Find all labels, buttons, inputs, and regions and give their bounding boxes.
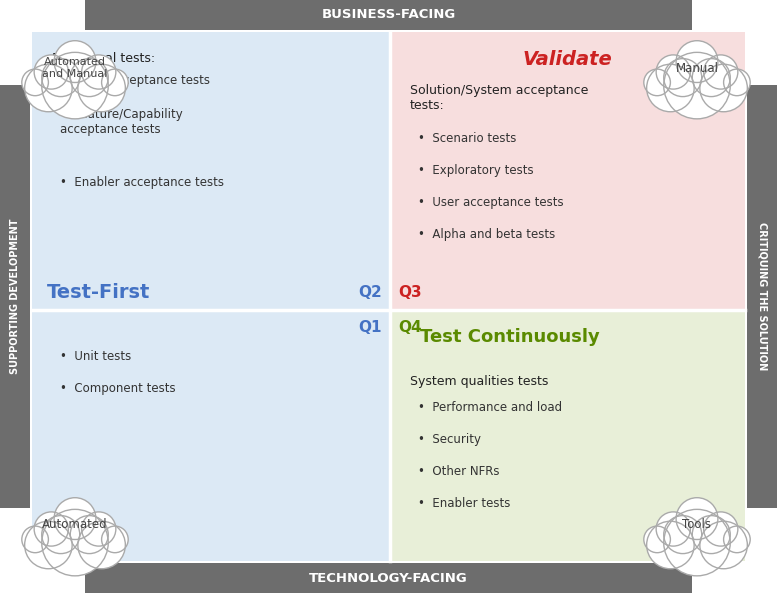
- Circle shape: [723, 69, 751, 95]
- Text: SUPPORTING DEVELOPMENT: SUPPORTING DEVELOPMENT: [10, 219, 20, 374]
- Bar: [85, 0, 692, 30]
- Text: Q3: Q3: [398, 285, 422, 300]
- Text: •  Alpha and beta tests: • Alpha and beta tests: [418, 228, 556, 241]
- Circle shape: [82, 55, 116, 89]
- Circle shape: [676, 41, 718, 82]
- Text: Automated
and Manual: Automated and Manual: [42, 57, 108, 79]
- Circle shape: [78, 64, 125, 111]
- Circle shape: [646, 64, 694, 111]
- Bar: [390, 310, 745, 561]
- Circle shape: [644, 526, 671, 553]
- Circle shape: [664, 509, 730, 576]
- Text: Automated: Automated: [42, 518, 108, 531]
- Text: Functional tests:: Functional tests:: [52, 52, 155, 65]
- Circle shape: [656, 512, 690, 546]
- Text: Solution/System acceptance
tests:: Solution/System acceptance tests:: [410, 84, 588, 112]
- Text: •  Scenario tests: • Scenario tests: [418, 132, 517, 145]
- Circle shape: [664, 59, 702, 97]
- Text: CRITIQUING THE SOLUTION: CRITIQUING THE SOLUTION: [757, 222, 767, 371]
- Circle shape: [42, 59, 80, 97]
- Circle shape: [70, 59, 108, 97]
- Circle shape: [70, 515, 108, 554]
- Circle shape: [704, 512, 738, 546]
- Circle shape: [42, 515, 80, 554]
- Circle shape: [54, 41, 96, 82]
- Circle shape: [676, 498, 718, 540]
- Circle shape: [723, 526, 751, 553]
- Text: •  Exploratory tests: • Exploratory tests: [418, 164, 534, 177]
- Bar: [747, 85, 777, 508]
- Circle shape: [42, 509, 108, 576]
- Circle shape: [704, 55, 738, 89]
- Text: •  Performance and load: • Performance and load: [418, 401, 562, 414]
- Bar: [32, 32, 390, 561]
- Text: Validate: Validate: [523, 50, 612, 69]
- Text: Manual: Manual: [675, 62, 719, 75]
- Text: Test-First: Test-First: [47, 283, 151, 302]
- Circle shape: [25, 64, 72, 111]
- Circle shape: [656, 55, 690, 89]
- Circle shape: [78, 521, 125, 569]
- Circle shape: [700, 64, 747, 111]
- Bar: [0, 85, 30, 508]
- Text: •  Feature/Capability
acceptance tests: • Feature/Capability acceptance tests: [60, 108, 183, 136]
- Text: System qualities tests: System qualities tests: [410, 375, 549, 388]
- Text: •  Unit tests: • Unit tests: [60, 350, 131, 363]
- Circle shape: [102, 526, 128, 553]
- Bar: [85, 563, 692, 593]
- Text: •  Enabler acceptance tests: • Enabler acceptance tests: [60, 176, 224, 189]
- Circle shape: [34, 55, 68, 89]
- Circle shape: [644, 69, 671, 95]
- Circle shape: [692, 59, 730, 97]
- Circle shape: [22, 526, 48, 553]
- Text: •  Security: • Security: [418, 433, 481, 446]
- Circle shape: [700, 521, 747, 569]
- Circle shape: [34, 512, 68, 546]
- Text: •  User acceptance tests: • User acceptance tests: [418, 196, 563, 209]
- Text: BUSINESS-FACING: BUSINESS-FACING: [322, 8, 455, 21]
- Text: TECHNOLOGY-FACING: TECHNOLOGY-FACING: [309, 572, 468, 585]
- Circle shape: [22, 69, 48, 95]
- Circle shape: [646, 521, 694, 569]
- Text: Q1: Q1: [358, 320, 382, 335]
- Circle shape: [82, 512, 116, 546]
- Text: •  Enabler tests: • Enabler tests: [418, 497, 510, 510]
- Circle shape: [664, 515, 702, 554]
- Text: •  Other NFRs: • Other NFRs: [418, 465, 500, 478]
- Text: •  Story acceptance tests: • Story acceptance tests: [60, 74, 210, 87]
- Text: Q2: Q2: [358, 285, 382, 300]
- Circle shape: [664, 52, 730, 119]
- Circle shape: [102, 69, 128, 95]
- Circle shape: [54, 498, 96, 540]
- Circle shape: [42, 52, 108, 119]
- Text: Q4: Q4: [398, 320, 422, 335]
- Text: Tools: Tools: [682, 518, 712, 531]
- Circle shape: [25, 521, 72, 569]
- Bar: [390, 32, 745, 310]
- Text: Test Continuously: Test Continuously: [420, 328, 600, 346]
- Circle shape: [692, 515, 730, 554]
- Text: •  Component tests: • Component tests: [60, 382, 176, 395]
